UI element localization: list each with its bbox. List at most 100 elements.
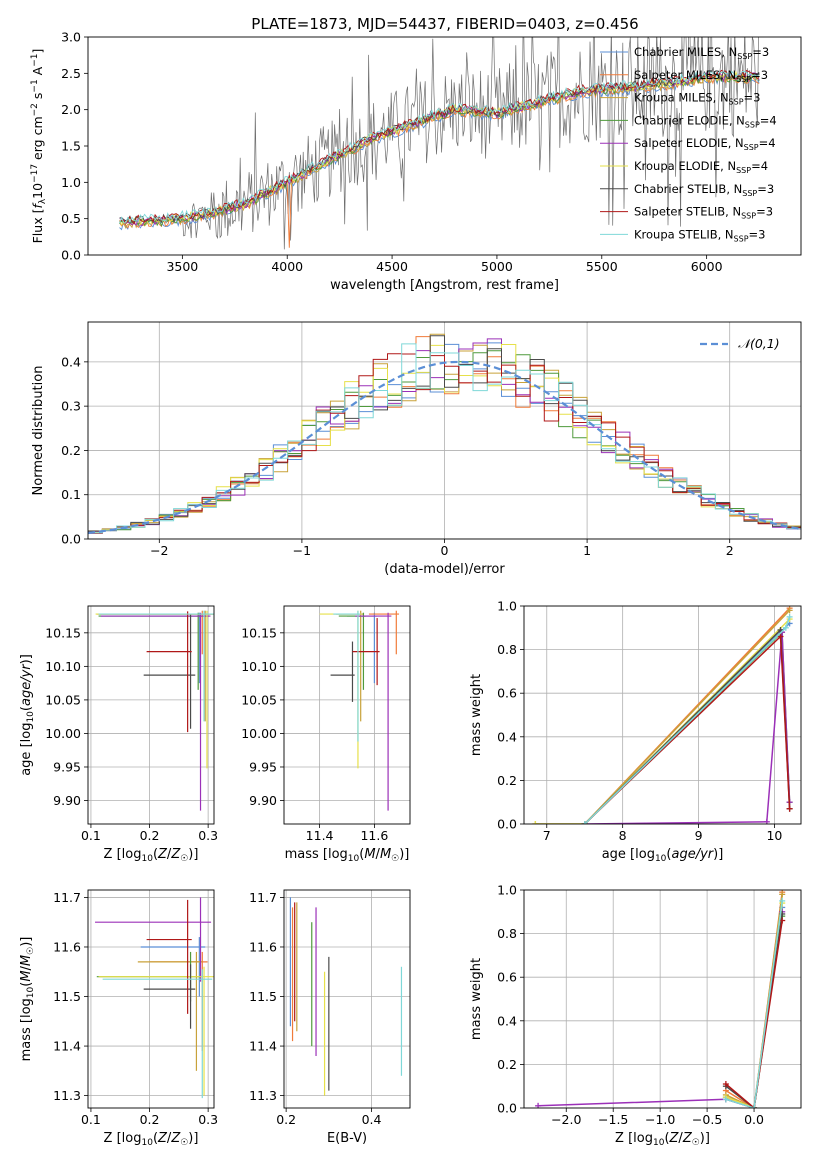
spectrum-model-line <box>119 70 760 224</box>
panel-weight-vs-Z: −2.0 −1.5 −1.0 −0.5 0.0 0.0 0.2 0.4 0.6 0.8 1.0 Z [… <box>469 883 802 1148</box>
legend-entry: Kroupa STELIB, NSSP=3 <box>634 227 765 243</box>
panel-residuals: −2 −1 0 1 2 0.0 0.1 0.2 0.3 0.4 (data-model)/error… <box>31 321 802 577</box>
panel-mass-vs-ebv: 0.2 0.4 11.3 11.4 11.5 11.6 11.7 E(B-V) <box>249 889 411 1146</box>
y-axis-label: mass [log10(M/M☉)] <box>19 937 36 1062</box>
y-tick-label: 9.95 <box>249 759 277 774</box>
y-tick-label: 2.5 <box>61 66 81 81</box>
y-tick-label: 1.5 <box>61 139 81 154</box>
legend-entry: Chabrier ELODIE, NSSP=4 <box>634 113 777 129</box>
weight-series-line <box>535 618 791 824</box>
histogram-series <box>88 353 801 534</box>
spectrum-model-line <box>119 73 760 229</box>
legend-entry: 𝒩(0,1) <box>738 336 780 351</box>
x-tick-label: 4000 <box>271 259 303 274</box>
y-tick-label: 0.0 <box>497 1101 517 1116</box>
x-tick-label: 5000 <box>481 259 513 274</box>
panel-weight-vs-age: 7 8 9 10 0.0 0.2 0.4 0.6 0.8 1.0 age [log10(age/yr… <box>469 599 802 864</box>
x-tick-label: 1 <box>583 543 591 558</box>
normal-curve <box>88 360 801 535</box>
x-tick-label: 0.1 <box>81 1112 101 1127</box>
y-tick-label: 10.10 <box>45 659 81 674</box>
y-tick-label: 11.7 <box>249 890 277 905</box>
x-tick-label: 3500 <box>166 259 198 274</box>
y-tick-label: 11.5 <box>249 989 277 1004</box>
x-tick-label: 0.4 <box>362 1112 382 1127</box>
x-tick-label: 0.1 <box>81 828 101 843</box>
y-tick-label: 0.4 <box>61 354 81 369</box>
y-axis-label: Flux [fλ10−17 erg cm−2 s−1 A−1] <box>30 49 48 244</box>
legend-entry: Kroupa MILES, NSSP=3 <box>634 91 760 107</box>
x-axis-label: Z [log10(Z/Z☉)] <box>104 847 199 864</box>
spectrum-data-line <box>119 37 759 250</box>
y-tick-label: 9.90 <box>249 793 277 808</box>
y-tick-label: 0.6 <box>497 970 517 985</box>
y-tick-label: 0.4 <box>497 1013 517 1028</box>
y-tick-label: 11.7 <box>53 890 81 905</box>
y-axis-label: mass weight <box>469 674 484 756</box>
x-tick-label: 9 <box>695 828 703 843</box>
x-tick-label: 0.0 <box>744 1112 764 1127</box>
y-tick-label: 0.3 <box>61 399 81 414</box>
x-tick-label: 0.3 <box>198 828 218 843</box>
weight-series-line <box>725 920 783 1108</box>
y-tick-label: 11.6 <box>53 939 81 954</box>
figure-layer: 3500 4000 4500 5000 5500 6000 0.0 0.5 1.0 1.5 2.0 2… <box>19 30 802 1148</box>
legend-entry: Kroupa ELODIE, NSSP=4 <box>634 159 768 175</box>
axes-frame <box>87 889 215 1109</box>
y-tick-label: 0.2 <box>61 443 81 458</box>
x-tick-label: −0.5 <box>692 1112 722 1127</box>
x-tick-label: 8 <box>619 828 627 843</box>
y-tick-label: 0.2 <box>497 773 517 788</box>
y-axis-label: age [log10(age/yr)] <box>19 654 36 776</box>
y-tick-label: 11.4 <box>53 1039 81 1054</box>
y-axis-label: Normed distribution <box>31 366 46 496</box>
x-tick-label: 0.3 <box>198 1112 218 1127</box>
y-tick-label: 11.5 <box>53 989 81 1004</box>
axes-frame <box>523 889 802 1109</box>
y-tick-label: 10.15 <box>241 625 277 640</box>
x-axis-label: mass [log10(M/M☉)] <box>285 847 410 864</box>
x-tick-label: 11.6 <box>360 828 388 843</box>
plot-body <box>88 890 214 1108</box>
y-tick-label: 0.1 <box>61 487 81 502</box>
y-tick-label: 10.10 <box>241 659 277 674</box>
y-tick-label: 0.4 <box>497 729 517 744</box>
y-tick-label: 0.8 <box>497 926 517 941</box>
x-tick-label: 7 <box>543 828 551 843</box>
x-tick-label: 0.2 <box>140 1112 160 1127</box>
weight-series-line <box>584 632 791 824</box>
weight-series-line <box>535 609 791 824</box>
x-tick-label: 6000 <box>691 259 723 274</box>
y-tick-label: 1.0 <box>497 883 517 898</box>
spectrum-legend: Chabrier MILES, NSSP=3 Salpeter MILES, NS… <box>600 45 777 243</box>
y-tick-label: 0.2 <box>497 1057 517 1072</box>
x-tick-label: −2.0 <box>551 1112 581 1127</box>
legend-entry: Chabrier STELIB, NSSP=3 <box>634 182 774 198</box>
x-axis-label: Z [log10(Z/Z☉)] <box>615 1131 710 1148</box>
panel-age-vs-mass: 11.4 11.6 9.90 9.95 10.00 10.05 10.10 10.15 mass… <box>241 605 411 864</box>
plot-body <box>284 890 410 1108</box>
x-tick-label: 5500 <box>586 259 618 274</box>
y-tick-label: 1.0 <box>61 175 81 190</box>
y-tick-label: 10.00 <box>45 726 81 741</box>
y-tick-label: 3.0 <box>61 30 81 45</box>
y-tick-label: 9.90 <box>53 793 81 808</box>
axes-frame <box>87 36 802 256</box>
x-tick-label: 2 <box>726 543 734 558</box>
x-tick-label: 0.2 <box>140 828 160 843</box>
spectrum-model-line <box>119 70 760 226</box>
y-tick-label: 11.3 <box>53 1088 81 1103</box>
plot-body <box>88 322 801 539</box>
y-tick-label: 0.0 <box>497 817 517 832</box>
spectrum-model-line <box>119 69 760 225</box>
x-tick-label: 11.4 <box>306 828 334 843</box>
x-tick-label: −1.0 <box>645 1112 675 1127</box>
axes-frame <box>87 321 802 540</box>
y-tick-label: 0.6 <box>497 686 517 701</box>
plot-body <box>524 606 801 824</box>
plot-body <box>524 890 801 1108</box>
axes-frame <box>87 605 215 825</box>
y-tick-label: 10.05 <box>45 692 81 707</box>
y-tick-label: 0.0 <box>61 248 81 263</box>
panel-mass-vs-Z: 0.1 0.2 0.3 11.3 11.4 11.5 11.6 11.7 Z [log10(Z/… <box>19 889 218 1148</box>
